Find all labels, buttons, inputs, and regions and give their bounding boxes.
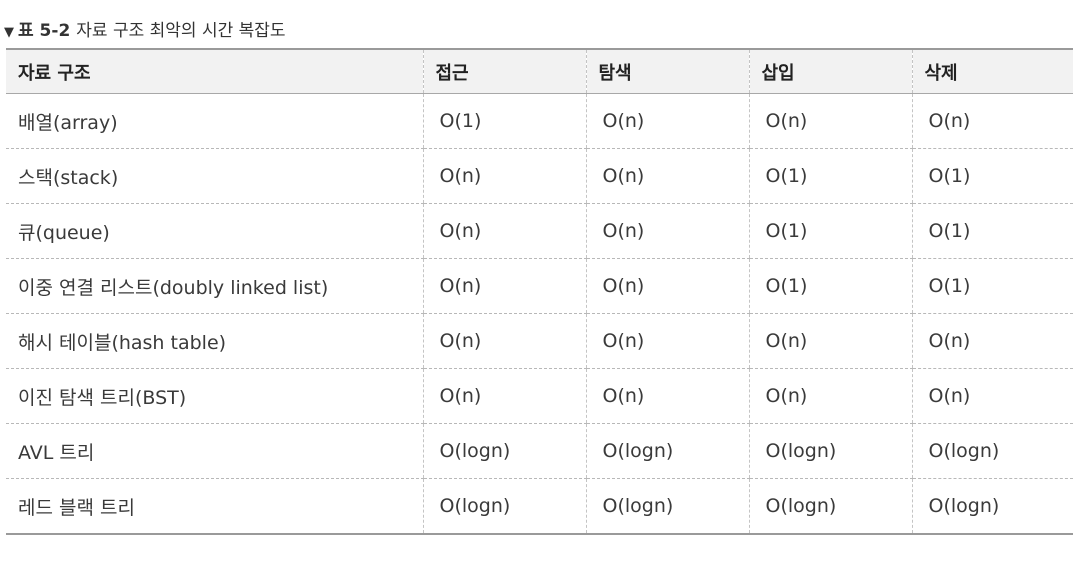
cell-insert: O(n)	[748, 313, 912, 369]
cell-search: O(n)	[585, 258, 749, 314]
cell-delete: O(logn)	[911, 478, 1073, 535]
cell-access: O(n)	[422, 258, 586, 314]
table-header: 자료 구조 접근 탐색 삽입 삭제	[6, 49, 1073, 94]
cell-access: O(n)	[422, 203, 586, 259]
table-body: 배열(array) O(1) O(n) O(n) O(n) 스택(stack) …	[6, 93, 1073, 535]
cell-structure: 배열(array)	[6, 93, 423, 149]
header-search: 탐색	[585, 49, 749, 94]
table-row: 큐(queue) O(n) O(n) O(1) O(1)	[6, 203, 1073, 259]
cell-structure: AVL 트리	[6, 423, 423, 479]
cell-structure: 레드 블랙 트리	[6, 478, 423, 535]
cell-access: O(logn)	[422, 423, 586, 479]
cell-delete: O(1)	[911, 258, 1073, 314]
table-row: 레드 블랙 트리 O(logn) O(logn) O(logn) O(logn)	[6, 478, 1073, 535]
cell-access: O(n)	[422, 313, 586, 369]
table-row: 스택(stack) O(n) O(n) O(1) O(1)	[6, 148, 1073, 204]
cell-search: O(logn)	[585, 478, 749, 535]
header-data-structure: 자료 구조	[6, 49, 423, 94]
complexity-table: 자료 구조 접근 탐색 삽입 삭제 배열(array) O(1) O(n) O(…	[6, 48, 1073, 535]
cell-search: O(n)	[585, 313, 749, 369]
cell-access: O(logn)	[422, 478, 586, 535]
cell-access: O(n)	[422, 148, 586, 204]
cell-insert: O(1)	[748, 258, 912, 314]
table-row: 배열(array) O(1) O(n) O(n) O(n)	[6, 93, 1073, 149]
cell-search: O(n)	[585, 93, 749, 149]
cell-insert: O(1)	[748, 148, 912, 204]
header-insert: 삽입	[748, 49, 912, 94]
cell-insert: O(logn)	[748, 423, 912, 479]
table-row: 이중 연결 리스트(doubly linked list) O(n) O(n) …	[6, 258, 1073, 314]
header-delete: 삭제	[911, 49, 1073, 94]
cell-structure: 이중 연결 리스트(doubly linked list)	[6, 258, 423, 314]
cell-access: O(n)	[422, 368, 586, 424]
triangle-down-icon: ▼	[4, 25, 14, 40]
cell-delete: O(1)	[911, 203, 1073, 259]
cell-insert: O(logn)	[748, 478, 912, 535]
cell-delete: O(n)	[911, 93, 1073, 149]
cell-search: O(n)	[585, 368, 749, 424]
table-caption: ▼ 표 5-2 자료 구조 최악의 시간 복잡도	[4, 16, 286, 41]
cell-search: O(n)	[585, 148, 749, 204]
cell-insert: O(n)	[748, 93, 912, 149]
header-row: 자료 구조 접근 탐색 삽입 삭제	[6, 49, 1073, 94]
cell-insert: O(n)	[748, 368, 912, 424]
cell-structure: 큐(queue)	[6, 203, 423, 259]
cell-search: O(logn)	[585, 423, 749, 479]
cell-access: O(1)	[422, 93, 586, 149]
header-access: 접근	[422, 49, 586, 94]
cell-delete: O(n)	[911, 368, 1073, 424]
cell-structure: 이진 탐색 트리(BST)	[6, 368, 423, 424]
cell-structure: 해시 테이블(hash table)	[6, 313, 423, 369]
cell-delete: O(logn)	[911, 423, 1073, 479]
table-title: 자료 구조 최악의 시간 복잡도	[76, 21, 286, 41]
table-row: 이진 탐색 트리(BST) O(n) O(n) O(n) O(n)	[6, 368, 1073, 424]
cell-delete: O(n)	[911, 313, 1073, 369]
table-number: 표 5-2	[18, 21, 71, 41]
cell-structure: 스택(stack)	[6, 148, 423, 204]
cell-search: O(n)	[585, 203, 749, 259]
table-row: AVL 트리 O(logn) O(logn) O(logn) O(logn)	[6, 423, 1073, 479]
cell-insert: O(1)	[748, 203, 912, 259]
cell-delete: O(1)	[911, 148, 1073, 204]
table-row: 해시 테이블(hash table) O(n) O(n) O(n) O(n)	[6, 313, 1073, 369]
